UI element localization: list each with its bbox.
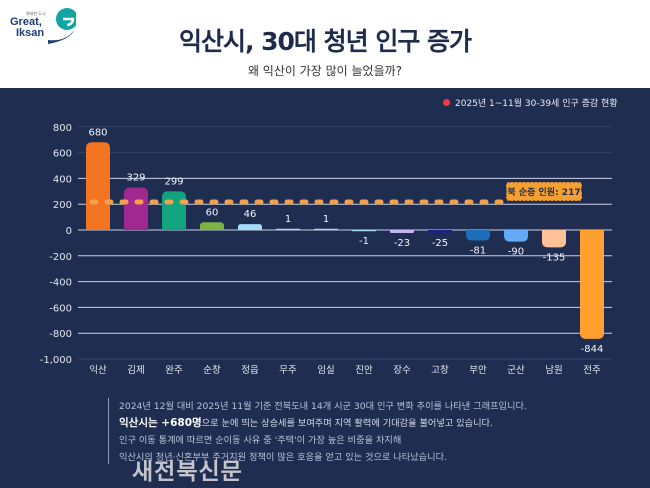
- bar-진안: [352, 230, 376, 232]
- bar-순창: [200, 222, 224, 230]
- data-label: -844: [581, 344, 604, 355]
- data-label: 680: [88, 127, 107, 138]
- page-subtitle: 왜 익산이 가장 많이 늘었을까?: [247, 64, 403, 78]
- y-tick-label: -200: [49, 252, 72, 263]
- data-label: 1: [323, 214, 329, 225]
- bar-장수: [390, 230, 414, 233]
- bar-익산: [86, 142, 110, 230]
- bar-부안: [466, 230, 490, 241]
- bar-김제: [124, 187, 148, 230]
- bar-무주: [276, 228, 300, 230]
- data-label: 1: [285, 214, 291, 225]
- note-highlight: 익산시는 +680명: [119, 417, 202, 429]
- x-tick-label: 순창: [203, 365, 221, 376]
- y-tick-label: -400: [49, 278, 72, 289]
- note-line-1: 2024년 12월 대비 2025년 11월 기준 전북도내 14개 시군 30…: [119, 401, 527, 412]
- y-tick-label: 0: [66, 226, 72, 237]
- data-label: 46: [244, 209, 257, 220]
- bar-전주: [580, 230, 604, 339]
- bar-임실: [314, 228, 338, 230]
- great-iksan-logo: 위대한 도시 Great, Iksan: [6, 4, 76, 44]
- x-tick-label: 익산: [89, 364, 107, 376]
- note-line-4: 익산시의 청년·신혼부부 주거지원 정책이 많은 호응을 얻고 있는 것으로 나…: [119, 452, 447, 463]
- chart-notes: 2024년 12월 대비 2025년 11월 기준 전북도내 14개 시군 30…: [108, 398, 527, 464]
- legend-label: 2025년 1~11월 30-39세 인구 증감 현황: [455, 99, 618, 109]
- y-tick-label: -600: [49, 303, 72, 314]
- data-label: -81: [470, 245, 486, 256]
- bar-남원: [542, 230, 566, 248]
- data-label: 329: [126, 173, 145, 184]
- x-tick-label: 정읍: [241, 365, 259, 376]
- bar-완주: [162, 191, 186, 230]
- x-tick-label: 남원: [545, 365, 562, 376]
- logo-swirl-icon: [48, 8, 76, 44]
- y-tick-label: 800: [53, 123, 72, 134]
- data-label: -135: [543, 252, 566, 263]
- x-tick-label: 진안: [355, 365, 373, 376]
- x-tick-label: 무주: [279, 365, 297, 376]
- bar-정읍: [238, 224, 262, 230]
- legend-dot-icon: [443, 99, 450, 106]
- y-tick-label: 200: [53, 200, 72, 211]
- chart-legend: 2025년 1~11월 30-39세 인구 증감 현황: [443, 96, 618, 109]
- x-tick-label: 군산: [507, 365, 525, 376]
- x-tick-label: 김제: [127, 364, 144, 376]
- x-tick-label: 완주: [165, 365, 183, 376]
- data-label: -23: [394, 238, 410, 249]
- data-label: 60: [206, 207, 219, 218]
- y-tick-label: -800: [49, 329, 72, 340]
- bar-군산: [504, 230, 528, 242]
- x-tick-label: 고창: [431, 365, 449, 376]
- x-tick-label: 임실: [317, 364, 334, 376]
- data-label: -25: [432, 238, 448, 249]
- note-line-2: 으로 눈에 띄는 상승세를 보여주며 지역 활력에 기대감을 불어넣고 있습니다…: [201, 418, 493, 429]
- watermark: 새전북신문: [132, 459, 243, 485]
- x-tick-label: 전주: [583, 365, 601, 376]
- x-tick-label: 부안: [469, 365, 487, 376]
- y-tick-label: 400: [53, 174, 72, 185]
- data-label: -1: [359, 236, 369, 247]
- bar-고창: [428, 230, 452, 234]
- y-tick-label: -1,000: [40, 355, 72, 366]
- reference-label-box: [505, 181, 583, 202]
- header: 위대한 도시 Great, Iksan 익산시, 30대 청년 인구 증가 왜 …: [0, 0, 650, 88]
- data-label: 299: [164, 176, 183, 187]
- y-tick-label: 600: [53, 149, 72, 160]
- data-label: -90: [508, 247, 524, 258]
- x-tick-label: 장수: [393, 365, 411, 376]
- note-line-3: 인구 이동 통계에 따르면 순이동 사유 중 '주택'이 가장 높은 비중을 차…: [119, 435, 402, 446]
- reference-label: 전북 순증 인원: 217명: [499, 186, 589, 198]
- page-title: 익산시, 30대 청년 인구 증가: [178, 27, 472, 56]
